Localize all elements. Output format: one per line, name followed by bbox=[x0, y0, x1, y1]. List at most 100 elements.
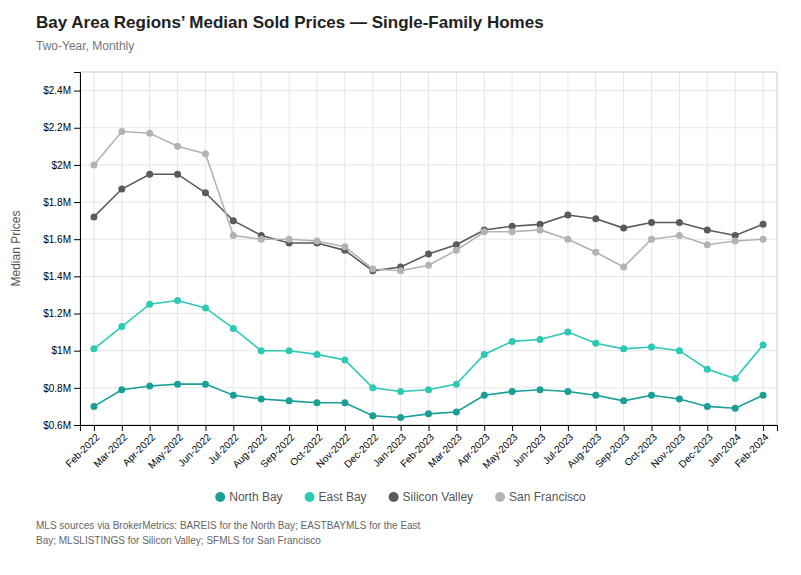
point bbox=[509, 388, 516, 395]
marks bbox=[90, 128, 766, 421]
point bbox=[174, 171, 181, 178]
point bbox=[509, 228, 516, 235]
point bbox=[369, 384, 376, 391]
tick: $1.6M bbox=[43, 234, 80, 245]
tick-mark bbox=[74, 351, 80, 352]
point bbox=[313, 238, 320, 245]
tick-mark bbox=[763, 425, 764, 431]
point bbox=[620, 264, 627, 271]
legend-swatch bbox=[495, 492, 505, 502]
point bbox=[425, 386, 432, 393]
series bbox=[90, 171, 766, 275]
legend-label: San Francisco bbox=[509, 490, 586, 504]
point bbox=[341, 399, 348, 406]
axis-line bbox=[81, 426, 778, 432]
tick: $1.2M bbox=[43, 308, 80, 319]
plot: Feb-2022Mar-2022Apr-2022May-2022Jun-2022… bbox=[9, 72, 778, 471]
tick-mark bbox=[74, 165, 80, 166]
grid-line bbox=[233, 72, 234, 425]
legend-swatch bbox=[215, 492, 225, 502]
grid-line bbox=[484, 72, 485, 425]
tick-label: $2.4M bbox=[43, 85, 71, 96]
point bbox=[760, 236, 767, 243]
point bbox=[620, 225, 627, 232]
point bbox=[592, 392, 599, 399]
line bbox=[94, 174, 763, 271]
point bbox=[369, 265, 376, 272]
grid-line bbox=[651, 72, 652, 425]
tick-label: $0.8M bbox=[43, 383, 71, 394]
tick-mark bbox=[94, 425, 95, 431]
tick-mark bbox=[540, 425, 541, 431]
tick-mark bbox=[512, 425, 513, 431]
tick-mark bbox=[178, 425, 179, 431]
point bbox=[286, 397, 293, 404]
title: Bay Area Regions’ Median Sold Prices — S… bbox=[36, 13, 544, 32]
point bbox=[592, 249, 599, 256]
point bbox=[732, 405, 739, 412]
point bbox=[397, 414, 404, 421]
tick-mark bbox=[122, 425, 123, 431]
tick-mark bbox=[707, 425, 708, 431]
point bbox=[146, 382, 153, 389]
tick-label: $1.6M bbox=[43, 234, 71, 245]
point bbox=[118, 186, 125, 193]
tick-mark bbox=[484, 425, 485, 431]
tick: $1.4M bbox=[43, 271, 80, 282]
tick-mark bbox=[401, 425, 402, 431]
tick: $2.4M bbox=[43, 85, 80, 96]
point bbox=[90, 161, 97, 168]
tick: $2.2M bbox=[43, 122, 80, 133]
tick-mark bbox=[568, 425, 569, 431]
tick-mark bbox=[150, 425, 151, 431]
point bbox=[760, 221, 767, 228]
point bbox=[146, 130, 153, 137]
tick-mark bbox=[345, 425, 346, 431]
tick-mark bbox=[233, 425, 234, 431]
legend: North BayEast BaySilicon ValleySan Franc… bbox=[215, 490, 586, 504]
x-axis: Feb-2022Mar-2022Apr-2022May-2022Jun-2022… bbox=[63, 425, 777, 471]
tick-label: $1.8M bbox=[43, 197, 71, 208]
tick: $1.8M bbox=[43, 197, 80, 208]
point bbox=[397, 267, 404, 274]
tick: $2M bbox=[52, 160, 80, 171]
point bbox=[258, 236, 265, 243]
legend-item: San Francisco bbox=[495, 490, 586, 504]
series bbox=[90, 128, 766, 274]
grid-line bbox=[623, 72, 624, 425]
tick-label: Jun-2023 bbox=[510, 431, 548, 469]
tick-mark bbox=[679, 425, 680, 431]
grid-line bbox=[567, 72, 568, 425]
point bbox=[537, 336, 544, 343]
grid-line bbox=[372, 72, 373, 425]
grid-line bbox=[121, 72, 122, 425]
point bbox=[230, 392, 237, 399]
point bbox=[341, 243, 348, 250]
tick-label: $1.4M bbox=[43, 271, 71, 282]
point bbox=[90, 213, 97, 220]
grid-line bbox=[735, 72, 736, 425]
tick-label: $0.6M bbox=[43, 420, 71, 431]
tick-mark bbox=[74, 314, 80, 315]
line bbox=[94, 384, 763, 417]
footnote: Bay; MLSLISTINGS for Silicon Valley; SFM… bbox=[36, 535, 321, 546]
point bbox=[313, 399, 320, 406]
point bbox=[453, 408, 460, 415]
tick: Jun-2022 bbox=[176, 425, 214, 469]
tick: $0.6M bbox=[43, 420, 80, 431]
tick-mark bbox=[596, 425, 597, 431]
point bbox=[481, 392, 488, 399]
grid-line bbox=[177, 72, 178, 425]
point bbox=[760, 392, 767, 399]
legend-label: Silicon Valley bbox=[403, 490, 473, 504]
series bbox=[90, 297, 766, 395]
point bbox=[425, 262, 432, 269]
point bbox=[676, 219, 683, 226]
tick-mark bbox=[74, 128, 80, 129]
line bbox=[94, 301, 763, 392]
subtitle: Two-Year, Monthly bbox=[36, 39, 134, 53]
tick-label: $2.2M bbox=[43, 122, 71, 133]
point bbox=[286, 347, 293, 354]
point bbox=[564, 212, 571, 219]
point bbox=[425, 410, 432, 417]
